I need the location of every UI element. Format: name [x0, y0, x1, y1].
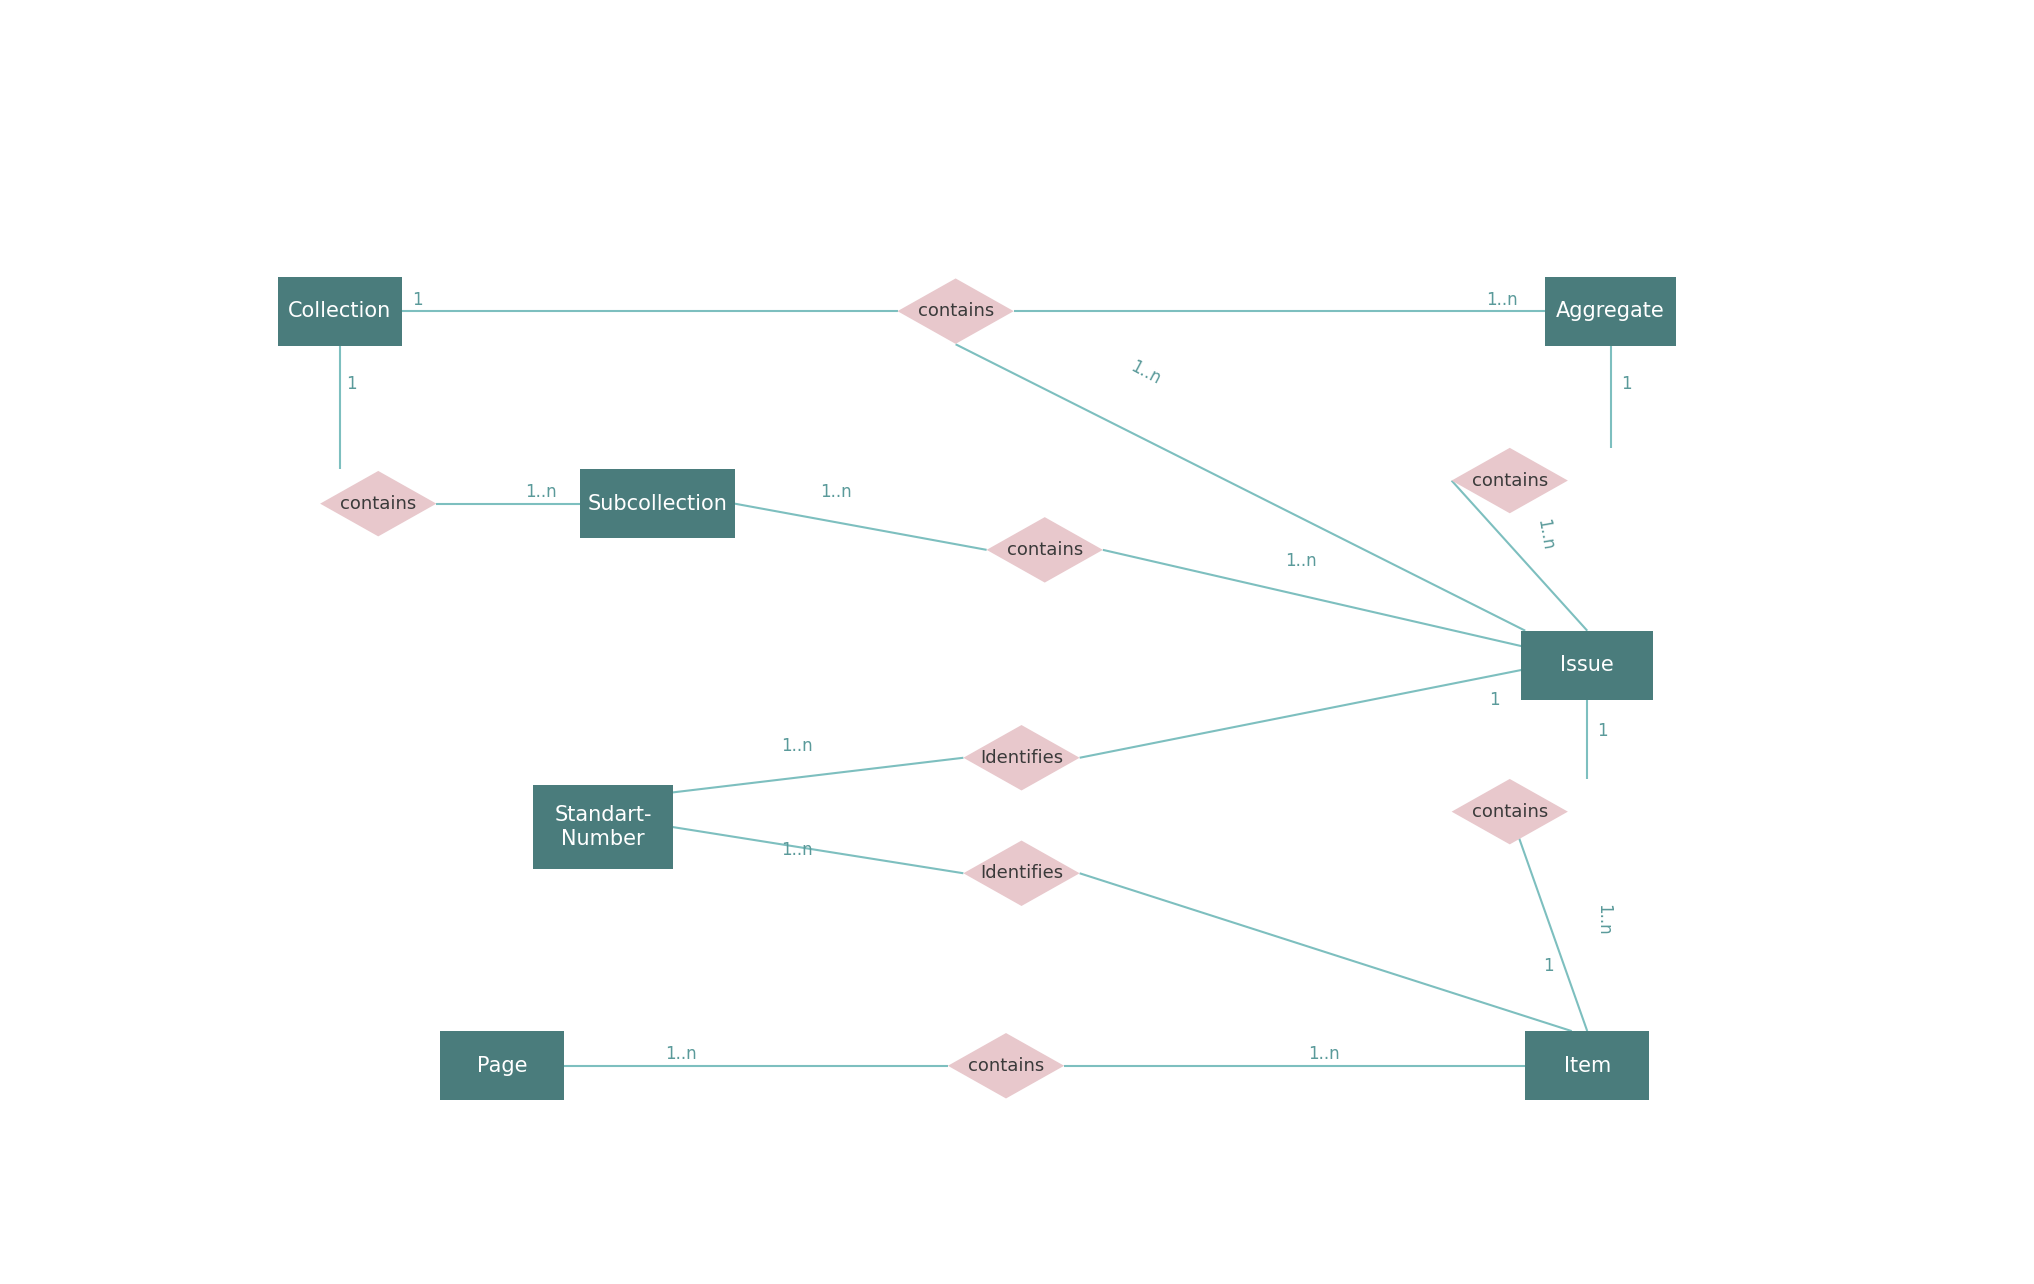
Text: 1..n: 1..n — [781, 841, 812, 859]
Text: 1..n: 1..n — [1308, 1045, 1340, 1063]
Text: Collection: Collection — [289, 302, 391, 321]
Text: contains: contains — [917, 302, 995, 320]
Text: 1: 1 — [1489, 691, 1499, 709]
Text: 1: 1 — [1544, 957, 1554, 975]
FancyBboxPatch shape — [1521, 630, 1654, 700]
Text: 1..n: 1..n — [525, 483, 557, 501]
Text: Aggregate: Aggregate — [1556, 302, 1666, 321]
Text: 1..n: 1..n — [1595, 904, 1611, 935]
Polygon shape — [1452, 779, 1568, 845]
Text: Item: Item — [1564, 1055, 1611, 1076]
Text: Standart-
Number: Standart- Number — [553, 805, 651, 850]
Text: Identifies: Identifies — [980, 749, 1064, 767]
FancyBboxPatch shape — [1526, 1031, 1650, 1100]
Polygon shape — [1452, 448, 1568, 514]
Text: 1..n: 1..n — [1127, 357, 1163, 388]
FancyBboxPatch shape — [1544, 276, 1676, 345]
Text: contains: contains — [968, 1057, 1043, 1075]
Polygon shape — [948, 1034, 1064, 1099]
Polygon shape — [319, 471, 437, 537]
Text: 1: 1 — [346, 375, 356, 393]
FancyBboxPatch shape — [533, 785, 673, 869]
Polygon shape — [897, 279, 1013, 344]
Text: Identifies: Identifies — [980, 864, 1064, 882]
Polygon shape — [986, 517, 1102, 583]
Text: 1..n: 1..n — [1285, 552, 1316, 570]
Text: 1: 1 — [411, 290, 423, 308]
Text: contains: contains — [340, 494, 417, 512]
FancyBboxPatch shape — [277, 276, 401, 345]
Text: 1..n: 1..n — [781, 737, 812, 755]
FancyBboxPatch shape — [580, 469, 734, 538]
Polygon shape — [964, 841, 1080, 907]
Text: contains: contains — [1007, 541, 1082, 559]
Text: 1..n: 1..n — [1534, 517, 1556, 552]
Text: 1..n: 1..n — [820, 483, 852, 501]
Text: 1: 1 — [1597, 722, 1609, 740]
Text: 1: 1 — [1621, 375, 1631, 393]
FancyBboxPatch shape — [439, 1031, 563, 1100]
Text: contains: contains — [1473, 802, 1548, 820]
Polygon shape — [964, 725, 1080, 791]
Text: Subcollection: Subcollection — [588, 493, 728, 514]
Text: Issue: Issue — [1560, 655, 1615, 675]
Text: contains: contains — [1473, 471, 1548, 489]
Text: Page: Page — [478, 1055, 527, 1076]
Text: 1..n: 1..n — [1487, 290, 1517, 308]
Text: 1..n: 1..n — [665, 1045, 696, 1063]
